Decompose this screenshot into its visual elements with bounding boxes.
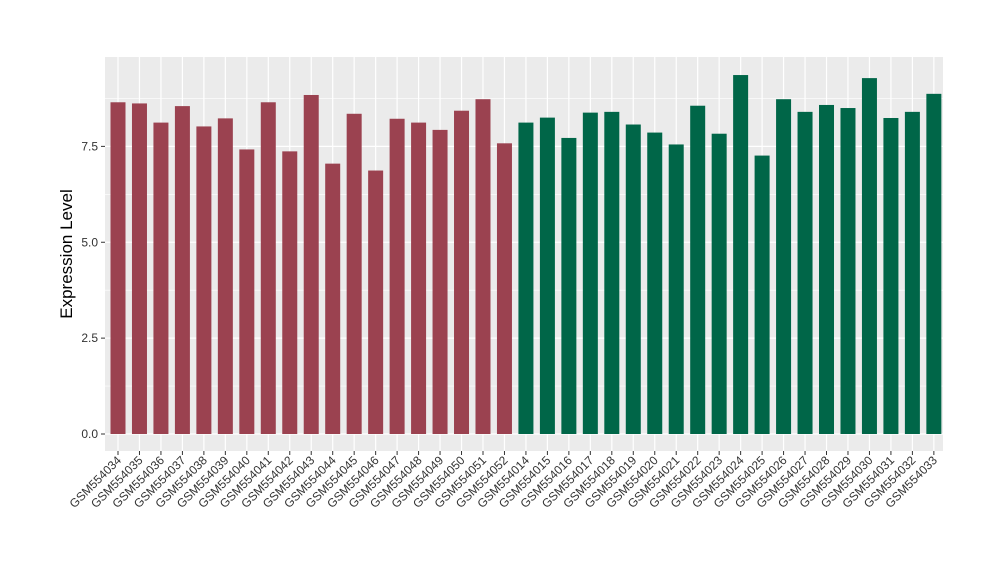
bar-GSM554015 bbox=[539, 117, 555, 435]
bar-GSM554048 bbox=[411, 122, 427, 435]
bar-GSM554031 bbox=[883, 117, 899, 434]
bar-GSM554019 bbox=[625, 124, 641, 434]
bar-GSM554017 bbox=[582, 112, 598, 434]
bar-GSM554050 bbox=[454, 110, 470, 434]
bar-GSM554047 bbox=[389, 118, 405, 434]
bar-GSM554025 bbox=[754, 155, 770, 435]
bar-GSM554049 bbox=[432, 129, 448, 434]
bar-GSM554037 bbox=[174, 106, 190, 435]
bar-GSM554040 bbox=[239, 149, 255, 434]
bar-GSM554018 bbox=[604, 111, 620, 435]
bar-GSM554035 bbox=[131, 103, 147, 434]
bar-GSM554042 bbox=[282, 151, 298, 434]
bar-GSM554021 bbox=[668, 144, 684, 434]
bar-GSM554026 bbox=[776, 99, 792, 434]
bars bbox=[110, 75, 942, 435]
bar-GSM554014 bbox=[518, 122, 534, 435]
bar-GSM554022 bbox=[690, 105, 706, 434]
y-tick-label: 0.0 bbox=[81, 427, 98, 441]
bar-GSM554030 bbox=[861, 78, 877, 434]
y-tick-label: 5.0 bbox=[81, 235, 98, 249]
bar-GSM554052 bbox=[496, 143, 512, 434]
bar-GSM554032 bbox=[904, 111, 920, 435]
bar-GSM554036 bbox=[153, 122, 169, 435]
y-axis: 0.0 2.5 5.0 7.5 bbox=[81, 139, 105, 441]
bar-GSM554039 bbox=[217, 118, 233, 434]
bar-GSM554024 bbox=[733, 75, 749, 434]
bar-GSM554041 bbox=[260, 102, 276, 435]
bar-GSM554045 bbox=[346, 113, 362, 434]
x-axis: GSM554034GSM554035GSM554036GSM554037GSM5… bbox=[67, 451, 940, 511]
bar-GSM554038 bbox=[196, 126, 212, 435]
bar-GSM554043 bbox=[303, 94, 319, 435]
bar-GSM554029 bbox=[840, 108, 856, 435]
bar-GSM554034 bbox=[110, 102, 126, 435]
y-tick-label: 7.5 bbox=[81, 139, 98, 153]
bar-GSM554033 bbox=[926, 93, 942, 434]
bar-GSM554016 bbox=[561, 137, 577, 435]
bar-GSM554027 bbox=[797, 111, 813, 435]
y-axis-title: Expression Level bbox=[57, 189, 76, 318]
bar-GSM554051 bbox=[475, 99, 491, 434]
bar-GSM554020 bbox=[647, 132, 663, 434]
bar-GSM554023 bbox=[711, 133, 727, 435]
bar-GSM554028 bbox=[819, 104, 835, 434]
y-tick-label: 2.5 bbox=[81, 331, 98, 345]
bar-GSM554046 bbox=[368, 170, 384, 434]
bar-GSM554044 bbox=[325, 163, 341, 434]
